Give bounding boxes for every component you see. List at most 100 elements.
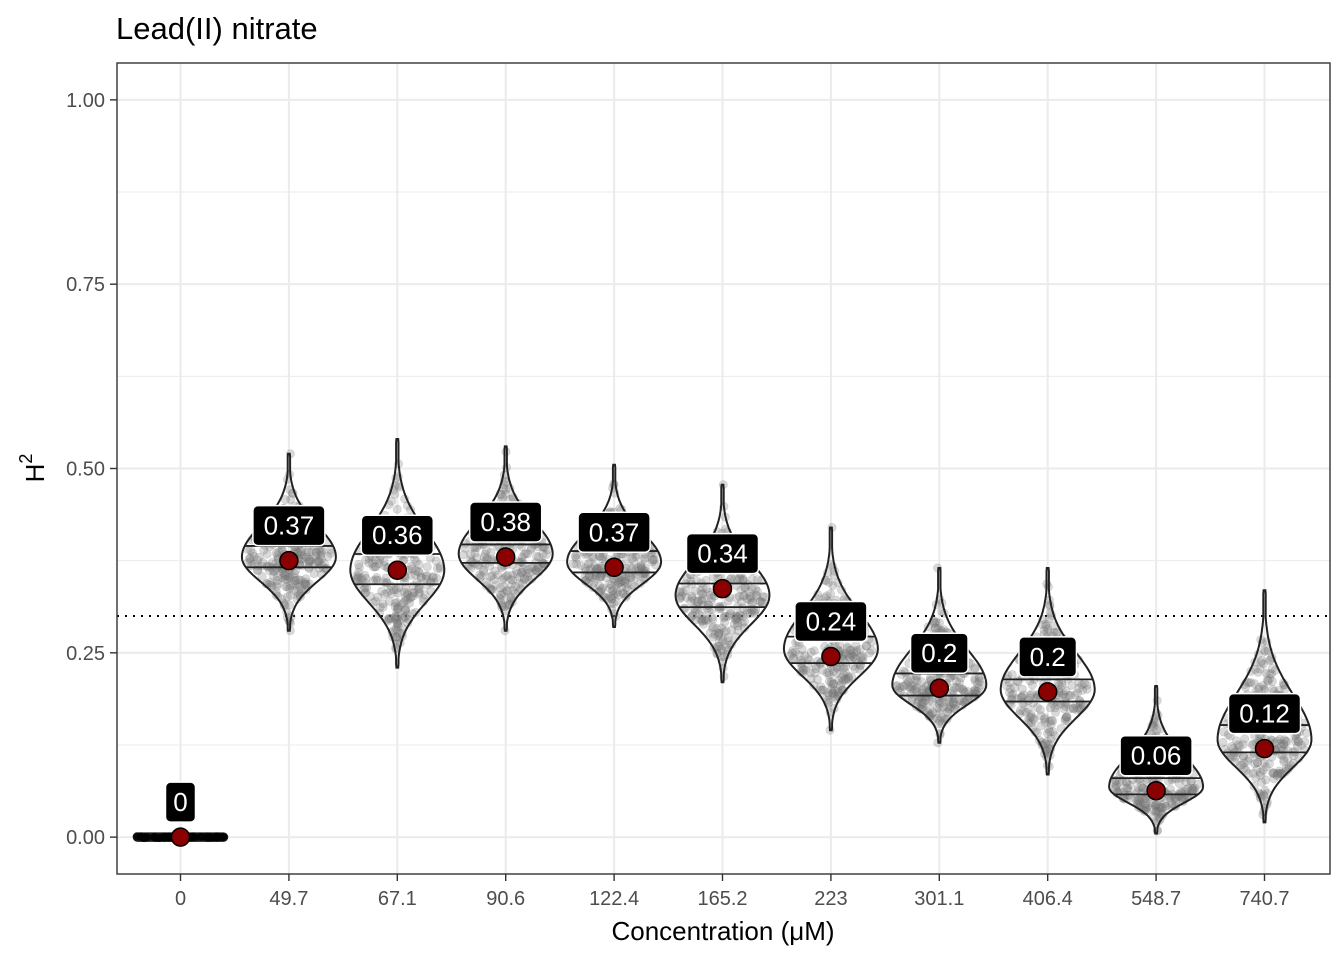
jitter-point [939, 697, 949, 707]
jitter-point [1259, 758, 1269, 768]
jitter-point [828, 687, 838, 697]
jitter-point [928, 708, 938, 718]
jitter-point [1027, 689, 1037, 699]
jitter-point [401, 592, 411, 602]
x-axis-title: Concentration (μM) [611, 916, 834, 946]
jitter-point [1064, 690, 1074, 700]
jitter-point [897, 681, 907, 691]
jitter-point [1048, 716, 1058, 726]
jitter-point [432, 563, 442, 573]
jitter-point [936, 713, 946, 723]
jitter-point [520, 549, 530, 559]
jitter-point [405, 593, 415, 603]
jitter-point [400, 596, 410, 606]
jitter-point [752, 586, 762, 596]
jitter-point [593, 563, 603, 573]
jitter-point [714, 628, 724, 638]
jitter-point [517, 552, 527, 562]
jitter-point [694, 609, 704, 619]
jitter-point [531, 566, 541, 576]
jitter-point [1258, 765, 1268, 775]
jitter-point [620, 577, 630, 587]
jitter-point [481, 581, 491, 591]
violin-shape [349, 438, 446, 669]
jitter-point [1268, 768, 1278, 778]
jitter-point [648, 555, 658, 565]
jitter-point [948, 698, 958, 708]
jitter-point [510, 582, 520, 592]
jitter-point [160, 832, 169, 841]
jitter-point [719, 617, 729, 627]
jitter-point [708, 632, 718, 642]
jitter-point [1256, 767, 1266, 777]
jitter-point [822, 691, 832, 701]
jitter-point [1131, 795, 1141, 805]
jitter-point [621, 553, 631, 563]
jitter-point [1117, 776, 1127, 786]
jitter-point [592, 564, 602, 574]
jitter-point [257, 571, 267, 581]
jitter-point [733, 618, 743, 628]
jitter-point [523, 564, 533, 574]
jitter-point [142, 832, 151, 841]
jitter-point [394, 616, 404, 626]
mean-point [712, 578, 733, 599]
jitter-point [519, 573, 529, 583]
jitter-point [1012, 676, 1022, 686]
jitter-point [697, 595, 707, 605]
jitter-point [595, 581, 605, 591]
x-tick-label: 165.2 [697, 888, 747, 910]
data-label-text: 0.24 [806, 607, 857, 637]
jitter-point [816, 682, 826, 692]
jitter-point [422, 571, 432, 581]
jitter-point [1167, 798, 1177, 808]
jitter-point [623, 585, 633, 595]
jitter-point [487, 555, 497, 565]
jitter-point [1250, 759, 1260, 769]
jitter-point [393, 621, 403, 631]
jitter-point [372, 572, 382, 582]
jitter-point [925, 704, 935, 714]
jitter-point [729, 619, 739, 629]
jitter-point [621, 574, 631, 584]
jitter-point [731, 615, 741, 625]
jitter-point [732, 613, 742, 623]
jitter-point [272, 572, 282, 582]
jitter-point [1045, 727, 1055, 737]
jitter-point [790, 647, 800, 657]
jitter-point [717, 636, 727, 646]
jitter-point [1023, 716, 1033, 726]
jitter-point [640, 554, 650, 564]
jitter-point [353, 574, 363, 584]
jitter-point [910, 684, 920, 694]
jitter-point [402, 590, 412, 600]
jitter-point [1188, 783, 1198, 793]
jitter-point [1251, 773, 1261, 783]
mean-point [170, 827, 191, 847]
jitter-point [795, 650, 805, 660]
jitter-point [1257, 656, 1267, 666]
jitter-point [379, 560, 389, 570]
jitter-point [247, 561, 257, 571]
jitter-point [725, 609, 735, 619]
jitter-point [1039, 625, 1049, 635]
jitter-point [284, 573, 294, 583]
jitter-point [839, 675, 849, 685]
jitter-point [1283, 754, 1293, 764]
jitter-point [303, 547, 313, 557]
jitter-point [708, 614, 718, 624]
jitter-point [1070, 690, 1080, 700]
jitter-point [1218, 737, 1228, 747]
data-label-box [252, 504, 326, 547]
jitter-point [605, 583, 615, 593]
jitter-point [1267, 663, 1277, 673]
jitter-point [538, 559, 548, 569]
jitter-point [282, 581, 292, 591]
jitter-point [1043, 740, 1053, 750]
jitter-point [1040, 717, 1050, 727]
jitter-point [1152, 808, 1162, 818]
jitter-point [1077, 680, 1087, 690]
jitter-point [467, 557, 477, 567]
jitter-point [843, 674, 853, 684]
